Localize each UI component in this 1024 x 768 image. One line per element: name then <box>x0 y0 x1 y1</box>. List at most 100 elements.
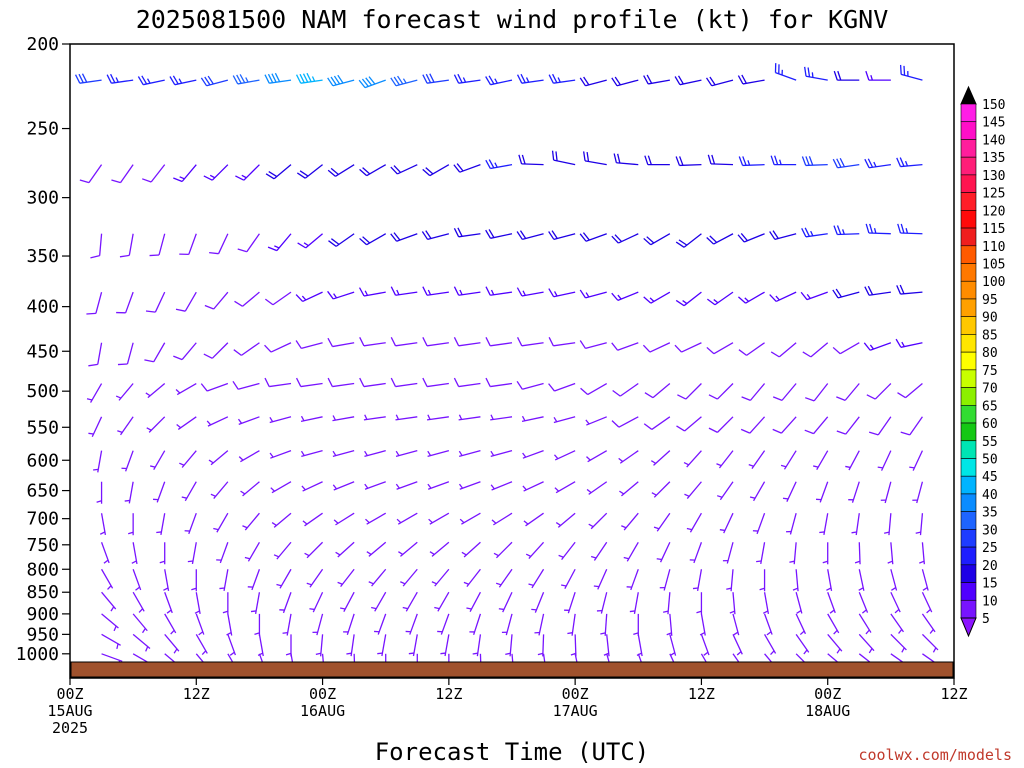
wind-barb <box>232 380 260 390</box>
x-tick-label: 12Z <box>435 685 462 703</box>
wind-barb <box>337 568 355 587</box>
wind-barb <box>327 164 355 177</box>
wind-barb <box>93 450 103 473</box>
colorbar-tick-label: 130 <box>982 169 1005 184</box>
x-tick-label: 12Z <box>183 685 210 703</box>
wind-barb <box>858 569 865 591</box>
wind-barb <box>696 592 703 615</box>
wind-barb <box>836 383 860 401</box>
wind-barb <box>101 633 121 650</box>
wind-barb <box>895 338 923 348</box>
wind-barb <box>101 591 117 612</box>
colorbar-swatch <box>960 227 977 247</box>
wind-barb <box>302 512 323 527</box>
wind-barb <box>621 512 639 531</box>
wind-barb <box>222 592 229 615</box>
wind-barb <box>332 450 355 457</box>
wind-barb <box>359 233 387 246</box>
colorbar-tick-label: 90 <box>982 311 998 326</box>
colorbar-tick-label: 5 <box>982 612 990 627</box>
wind-barb <box>216 542 229 564</box>
wind-barb <box>295 340 323 350</box>
wind-barb <box>590 541 608 561</box>
ground-surface <box>70 661 954 678</box>
wind-barb <box>346 634 355 657</box>
wind-barb <box>244 541 260 562</box>
y-tick-label: 650 <box>26 481 59 502</box>
wind-barb <box>431 568 450 587</box>
wind-barb <box>250 592 261 615</box>
wind-barb <box>579 76 607 87</box>
colorbar-swatch <box>960 529 977 548</box>
wind-barb <box>304 541 324 559</box>
wind-barb <box>633 613 639 636</box>
wind-barb <box>866 383 892 400</box>
wind-barb <box>491 512 513 526</box>
wind-barb <box>770 342 797 358</box>
wind-barb <box>864 285 891 296</box>
wind-barb <box>593 568 608 590</box>
colorbar-tick-label: 70 <box>982 382 998 397</box>
wind-barb <box>295 377 323 388</box>
wind-barb <box>890 569 898 591</box>
wind-barb <box>395 414 418 421</box>
wind-barb <box>366 541 387 557</box>
wind-barb <box>340 591 355 612</box>
wind-barb <box>247 569 261 591</box>
wind-barb <box>164 633 180 654</box>
wind-barb <box>422 337 449 347</box>
wind-barb <box>117 416 134 436</box>
wind-barb <box>422 377 449 388</box>
wind-barb <box>427 481 450 490</box>
colorbar-swatch <box>960 369 977 388</box>
y-tick-label: 250 <box>26 119 59 140</box>
wind-barb <box>833 225 860 236</box>
wind-barb <box>740 416 766 434</box>
wind-barb <box>795 592 803 614</box>
wind-barb <box>498 591 513 613</box>
wind-barb <box>583 151 607 166</box>
wind-barb <box>534 613 545 636</box>
colorbar-swatch <box>960 582 977 601</box>
wind-barb <box>200 382 229 392</box>
x-tick-label: 12Z <box>940 685 967 703</box>
wind-barb <box>485 286 513 296</box>
wind-barb <box>884 513 892 536</box>
wind-barb <box>285 634 292 657</box>
colorbar-swatch <box>960 103 977 123</box>
wind-barb <box>390 337 418 347</box>
wind-barb <box>877 450 892 471</box>
wind-barb <box>774 63 797 81</box>
wind-barb <box>398 541 418 557</box>
wind-barb <box>88 416 103 438</box>
wind-barb <box>296 164 323 179</box>
wind-barb <box>226 613 233 636</box>
wind-barb <box>240 481 260 497</box>
wind-barb <box>463 568 481 587</box>
y-tick-label: 450 <box>26 341 59 362</box>
wind-barb <box>295 72 323 84</box>
colorbar-swatch <box>960 599 977 619</box>
y-tick-label: 950 <box>26 624 59 645</box>
wind-barb <box>402 591 418 612</box>
wind-barb <box>271 512 292 528</box>
wind-barb <box>789 542 797 565</box>
wind-barb <box>921 569 929 591</box>
wind-barb <box>237 233 260 253</box>
wind-barb <box>707 154 734 166</box>
wind-barb <box>741 383 766 401</box>
x-tick-label: 00Z <box>309 685 336 703</box>
wind-barb <box>96 481 103 504</box>
wind-barb <box>686 512 702 533</box>
wind-barb <box>921 591 933 614</box>
wind-barb <box>531 591 545 613</box>
wind-barb <box>132 569 142 591</box>
wind-barb <box>461 541 481 558</box>
wind-barb <box>663 592 671 615</box>
colorbar-swatch <box>960 174 977 193</box>
colorbar-swatch <box>960 121 977 140</box>
wind-barb <box>232 74 260 85</box>
wind-barb <box>300 415 323 423</box>
wind-barb <box>495 568 513 588</box>
wind-barb <box>579 340 607 350</box>
